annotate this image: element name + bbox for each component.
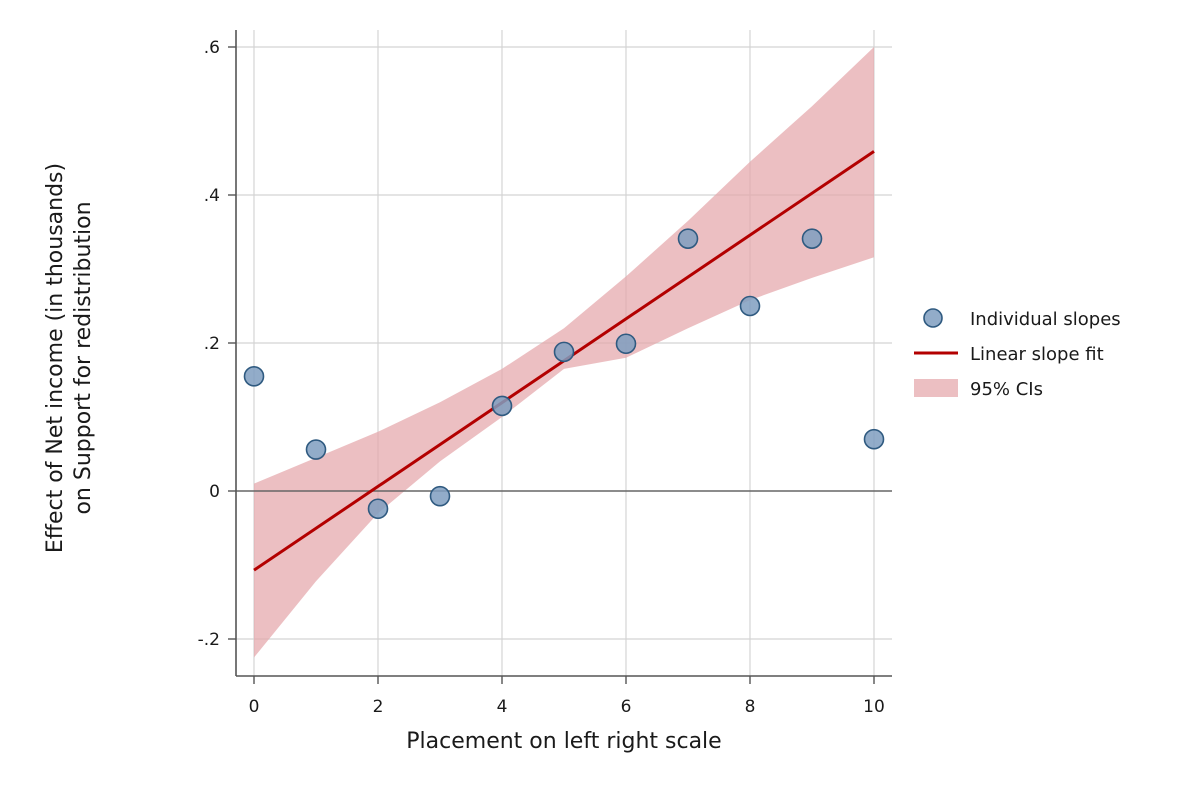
points-layer [243,228,885,520]
legend-swatch-ci [914,379,958,397]
y-tick-label: .4 [204,186,220,206]
x-tick-label: 10 [863,697,885,717]
data-point [739,295,761,317]
y-axis-title-line-2: on Support for redistribution [71,201,96,514]
data-point [367,498,389,520]
data-point [429,485,451,507]
y-tick-label: .6 [204,38,220,58]
y-tick-label: .2 [204,334,220,354]
x-tick-label: 8 [745,697,756,717]
legend-label-linear-fit: Linear slope fit [970,344,1104,365]
x-tick-label: 4 [497,697,508,717]
axes [228,30,892,684]
tick-labels: 0 2 4 6 8 10 -.2 0 .2 .4 .6 [198,38,885,717]
data-point [863,428,885,450]
data-point [615,333,637,355]
x-tick-label: 0 [249,697,260,717]
y-tick-label: 0 [209,482,220,502]
legend-marker-individual-slopes [923,308,943,328]
data-point [677,228,699,249]
legend: Individual slopes Linear slope fit 95% C… [914,308,1121,400]
x-tick-label: 6 [621,697,632,717]
data-point [491,395,513,417]
legend-label-individual-slopes: Individual slopes [970,309,1121,330]
data-point [305,439,327,460]
y-axis-title-line-1: Effect of Net income (in thousands) [43,163,68,553]
legend-label-ci: 95% CIs [970,379,1043,400]
data-point [243,365,265,387]
data-point [801,228,823,249]
x-axis-title: Placement on left right scale [406,729,721,754]
data-point [553,341,575,363]
x-tick-label: 2 [373,697,384,717]
y-tick-label: -.2 [198,630,220,650]
